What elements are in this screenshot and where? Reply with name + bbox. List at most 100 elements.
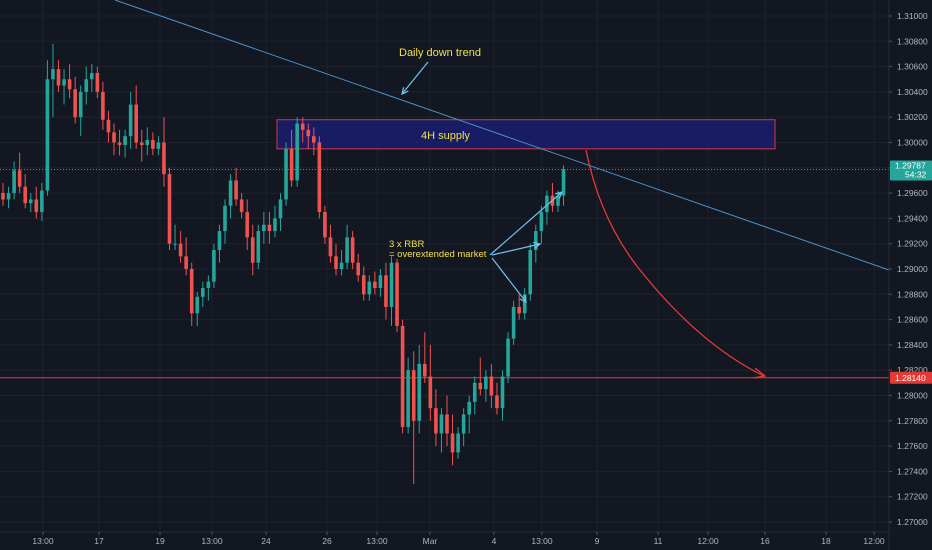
candle-body: [95, 72, 100, 92]
candle-body: [378, 275, 383, 288]
price-tick-label: 1.28000: [897, 391, 928, 401]
annotation-downtrend: Daily down trend: [399, 47, 481, 59]
projection-curve: [585, 149, 765, 377]
time-tick-label: Mar: [423, 536, 438, 546]
candle-body: [273, 218, 277, 232]
price-axis-background: [889, 0, 932, 550]
candle-body: [45, 79, 50, 191]
price-tick-label: 1.28800: [897, 289, 928, 299]
candle-body: [34, 199, 39, 213]
candle-body: [556, 195, 560, 206]
horizontal-lines: [0, 168, 889, 379]
time-tick-label: 13:00: [366, 536, 388, 546]
candle-body: [134, 104, 138, 143]
price-tick-label: 1.30200: [897, 112, 928, 122]
candle-body: [28, 199, 33, 204]
candle-body: [345, 237, 349, 263]
candle-body: [406, 370, 410, 428]
time-tick-label: 13:00: [201, 536, 223, 546]
candle-body: [278, 199, 283, 219]
candle-body: [1, 193, 5, 200]
candle-body: [178, 243, 183, 257]
candle-body: [522, 294, 527, 314]
candle-body: [306, 129, 311, 137]
time-tick-label: 24: [261, 536, 271, 546]
time-tick-label: 16: [760, 536, 770, 546]
candle-body: [67, 79, 72, 90]
price-tick-label: 1.27000: [897, 517, 928, 527]
candle-body: [12, 170, 16, 194]
time-tick-label: 4: [492, 536, 497, 546]
drawings: Daily down trend 3 x RBR= overextended ma…: [114, 0, 890, 379]
candle-body: [184, 256, 188, 269]
candle-body: [73, 89, 77, 118]
candle-body: [195, 296, 200, 314]
price-axis[interactable]: 1.31000 1.30800 1.30600 1.30400 1.30200 1.300…: [888, 0, 932, 550]
rbr-arrow-3: [491, 257, 527, 303]
price-tick-label: 1.27400: [897, 466, 928, 476]
candle-body: [289, 148, 294, 181]
price-tick-label: 1.29200: [897, 239, 928, 249]
candle-body: [245, 212, 249, 238]
candle-body: [217, 231, 222, 251]
price-tick-label: 1.28600: [897, 315, 928, 325]
candle-body: [389, 262, 394, 307]
candle-body: [384, 275, 388, 307]
rbr-arrow-2-head: [533, 241, 542, 249]
target-price-badge: [890, 371, 932, 384]
projection-arrow-head: [752, 367, 767, 379]
supply-zone: [276, 119, 776, 150]
candle-body: [123, 136, 127, 146]
candle-body: [312, 136, 316, 143]
current-price-badge: [890, 160, 932, 181]
time-tick-label: 12:00: [697, 536, 719, 546]
price-tick-label: 1.27200: [897, 492, 928, 502]
candle-body: [506, 338, 510, 377]
candle-body: [545, 195, 549, 213]
candle-body: [56, 69, 61, 86]
time-tick-label: 19: [155, 536, 165, 546]
trendline: [114, 0, 890, 271]
time-tick-label: 12:00: [863, 536, 885, 546]
time-tick-label: 17: [94, 536, 104, 546]
downtrend-arrow: [401, 61, 429, 95]
candle-body: [478, 382, 483, 390]
candle-body: [350, 237, 355, 263]
rbr-arrow-3-head: [519, 295, 527, 304]
candle-body: [450, 433, 455, 453]
candle-body: [495, 395, 499, 409]
price-tick-label: 1.30600: [897, 62, 928, 72]
candle-body: [234, 180, 238, 200]
candle-body: [423, 363, 427, 377]
candle-body: [90, 72, 94, 80]
price-tick-label: 1.29600: [897, 188, 928, 198]
candle-body: [62, 79, 66, 86]
time-axis[interactable]: 13:00 17 19 13:00 24 26 13:00 Mar 4 13:00 9 11 12:00…: [0, 531, 889, 546]
time-tick-label: 13:00: [32, 536, 54, 546]
candle-body: [534, 231, 538, 251]
time-tick-label: 13:00: [531, 536, 553, 546]
candle-body: [361, 275, 366, 295]
candle-body: [295, 123, 299, 181]
candle-body: [17, 170, 22, 187]
candle-body: [484, 376, 488, 390]
candle-body: [467, 401, 471, 415]
price-tick-label: 1.27800: [897, 416, 928, 426]
rbr-arrow-1: [489, 191, 563, 256]
candle-body: [561, 169, 566, 196]
candle-body: [528, 250, 533, 295]
candle-body: [367, 281, 372, 295]
candle-body: [328, 237, 333, 257]
candle-body: [128, 104, 133, 137]
candle-body: [373, 281, 377, 288]
candle-body: [284, 148, 288, 200]
candle-body: [212, 250, 216, 282]
annotation-overextended: = overextended market: [389, 249, 487, 260]
candle-body: [456, 433, 460, 453]
candle-body: [145, 139, 150, 146]
candle-body: [167, 174, 172, 244]
target-price-value: 1.28140: [895, 373, 926, 383]
rbr-arrow-1-head: [555, 191, 564, 199]
